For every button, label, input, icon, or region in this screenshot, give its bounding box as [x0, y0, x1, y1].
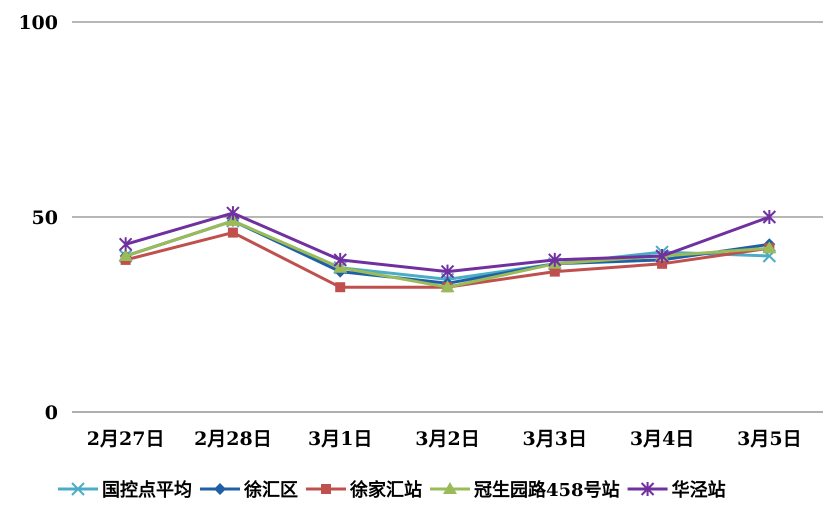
data-point [118, 249, 133, 261]
x-tick-label: 3月1日 [308, 428, 372, 450]
data-point [655, 249, 669, 263]
data-point [640, 482, 655, 496]
y-tick-label: 0 [45, 402, 58, 424]
legend-item: 徐汇区 [200, 479, 298, 501]
legend-item: 冠生园路458号站 [430, 479, 620, 501]
data-point [333, 252, 347, 267]
gridlines [72, 21, 823, 413]
data-point [214, 483, 226, 495]
legend-item: 徐家汇站 [306, 479, 422, 501]
legend: 国控点平均 徐汇区 徐家汇站 冠生园路458号站 华泾站 [58, 479, 726, 501]
data-point [548, 252, 562, 267]
data-point [440, 264, 455, 279]
data-point [118, 237, 133, 252]
series [118, 206, 777, 279]
x-tick-label: 3月5日 [737, 428, 801, 450]
data-point [226, 206, 240, 221]
data-point [762, 210, 777, 224]
x-axis-ticks: 2月27日 2月28日 3月1日 3月2日 3月3日 3月4日 3月5日 [87, 428, 802, 450]
data-point [657, 258, 668, 269]
legend-label: 徐家汇站 [349, 479, 422, 501]
data-point [227, 227, 238, 238]
data-point [321, 484, 331, 494]
legend-label: 国控点平均 [102, 479, 192, 501]
x-tick-label: 3月2日 [415, 428, 479, 450]
data-point [440, 280, 455, 293]
y-tick-label: 100 [18, 12, 58, 34]
legend-label: 冠生园路458号站 [474, 479, 620, 501]
legend-item: 华泾站 [627, 479, 726, 501]
legend-swatch-marker [71, 482, 85, 496]
data-point [762, 241, 777, 254]
x-tick-label: 3月3日 [523, 428, 587, 450]
y-tick-label: 50 [32, 207, 58, 229]
legend-swatch-marker [321, 484, 331, 494]
legend-swatch-marker [214, 483, 226, 495]
legend-label: 徐汇区 [243, 479, 298, 501]
x-tick-label: 2月28日 [194, 428, 272, 450]
data-point [549, 266, 560, 277]
data-point [71, 482, 85, 496]
data-point [335, 282, 346, 293]
legend-item: 国控点平均 [58, 479, 192, 501]
legend-swatch-marker [640, 482, 655, 496]
data-point [443, 482, 457, 494]
x-tick-label: 2月27日 [87, 428, 165, 450]
x-tick-label: 3月4日 [630, 428, 694, 450]
y-axis-ticks: 0 50 100 [18, 12, 58, 424]
series-lines [118, 206, 777, 293]
legend-label: 华泾站 [672, 479, 726, 501]
legend-swatch-marker [443, 482, 457, 494]
